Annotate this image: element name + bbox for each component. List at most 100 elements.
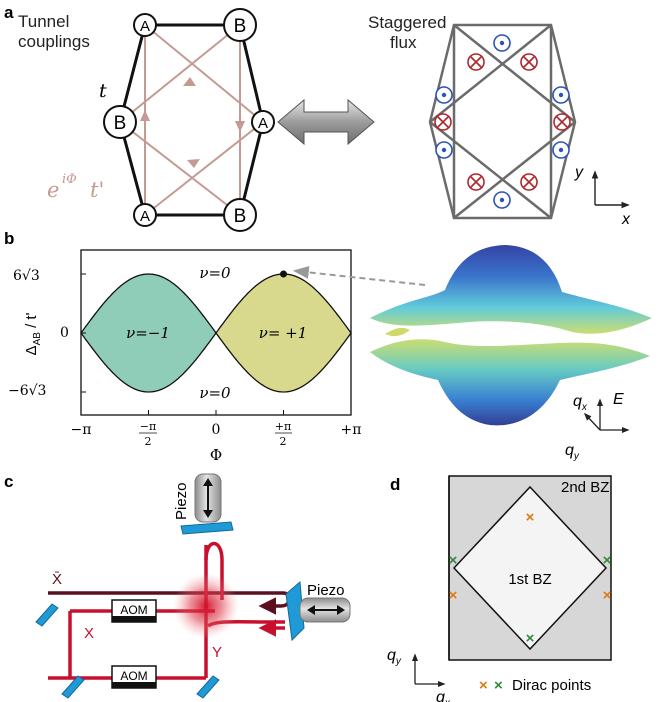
legend-text: Dirac points (512, 677, 591, 694)
double-arrow-icon (277, 98, 375, 146)
laser-beams (48, 541, 292, 680)
flux-title-line1: Staggered (368, 13, 446, 32)
dashed-pointer-arrow (292, 266, 426, 286)
site-b-left: B (103, 105, 137, 139)
aom-lower-label: AOM (120, 669, 147, 683)
axis-qx-label: qx (573, 393, 588, 413)
axis-E-label: E (613, 391, 624, 408)
site-label: A (258, 115, 268, 132)
ytick-mid: 0 (60, 325, 69, 341)
panel-a-label: a (4, 3, 14, 22)
flux-in-icon (467, 53, 485, 71)
flux-lattice (428, 23, 577, 220)
mirror-top (180, 521, 234, 535)
phase-diagram-chart (80, 249, 352, 416)
lattice-sites: A B B A A B (103, 8, 275, 232)
beam-x-label: X (84, 625, 94, 642)
y-axis-text: ΔAB / t' (23, 312, 43, 355)
dirac-point-orange: × (526, 509, 535, 526)
beam-xbar-return (258, 591, 292, 615)
piezo-right: Piezo (299, 582, 351, 623)
site-label: B (234, 16, 247, 37)
xtick-frac-den: 2 (145, 435, 152, 448)
beam-top-loop (204, 541, 224, 600)
aom-lower: AOM (111, 665, 157, 689)
panel-d: d 2nd BZ 1st BZ × × × × × × qy qx × × Di… (387, 475, 612, 702)
site-a-bottom-left: A (133, 203, 157, 227)
bz-axis-qx: qx (436, 689, 451, 702)
arrow-up-left-icon (140, 110, 150, 121)
xtick-label: +π (341, 422, 362, 438)
flux-out-icon (493, 191, 511, 209)
bz-axes: qy qx (387, 647, 451, 702)
mirror-bottom-right (196, 675, 220, 699)
xtick-label-frac: −π 2 (139, 420, 157, 448)
t-label: t (99, 80, 107, 102)
region-label-bottom: ν=0 (199, 384, 231, 402)
qx-sub: x (444, 698, 451, 702)
dirac-point-orange: × (603, 587, 612, 604)
flux-in-icon (520, 53, 538, 71)
bz-axis-qy: qy (387, 647, 402, 667)
site-b-bottom-right: B (223, 198, 257, 232)
tunnel-arrowheads (140, 77, 245, 168)
flux-out-icon (435, 86, 453, 104)
lower-band-surface (370, 339, 650, 426)
axis-y-label: y (574, 164, 584, 181)
qx-main: q (436, 689, 445, 702)
mirror-left-upper (35, 603, 59, 627)
panel-a: a Tunnel couplings t A (4, 3, 631, 232)
ytick-bottom: −6√3 (8, 383, 46, 399)
flux-title-line2: flux (390, 33, 417, 52)
region-label-right: ν= +1 (259, 324, 308, 342)
panel-d-label: d (390, 475, 400, 494)
dirac-point-green: × (449, 552, 458, 569)
qy-main: q (565, 442, 574, 459)
site-label: B (234, 206, 247, 227)
aom-base (112, 616, 156, 622)
atom-cloud-glow (173, 573, 239, 639)
beam-xbar-label: X̄ (52, 571, 62, 588)
axis-x-label: x (621, 211, 631, 228)
xtick-frac-num: −π (140, 420, 156, 433)
site-label: A (140, 18, 150, 35)
site-label: A (140, 208, 150, 225)
dirac-point-green: × (526, 630, 535, 647)
flux-in-icon (434, 113, 452, 131)
xtick-frac-num: +π (275, 420, 291, 433)
tunnel-title-line2: couplings (18, 32, 90, 51)
aom-upper: AOM (111, 599, 157, 623)
xtick-label: −π (71, 422, 92, 438)
marked-point (280, 270, 287, 278)
tick-marks (80, 273, 352, 415)
flux-out-icon (435, 141, 453, 159)
xy-axes: y x (574, 164, 631, 228)
region-label-top: ν=0 (199, 264, 231, 282)
tunnel-coupling-lines (119, 24, 264, 216)
flux-out-icon (552, 141, 570, 159)
panel-b: b 6√3 0 −6√3 ν=0 ν=0 ν=−1 ν= +1 −π −π 2 … (4, 229, 652, 464)
flux-out-icon (493, 34, 511, 52)
xtick-frac-den: 2 (280, 435, 287, 448)
panel-b-label: b (4, 229, 14, 248)
flux-in-icon (467, 173, 485, 191)
qx-main: q (573, 393, 582, 410)
arrow-down-icon (203, 510, 213, 518)
tunnel-title-line1: Tunnel (18, 12, 69, 31)
arrow-diag-icon (183, 77, 196, 86)
phase-tail: t' (90, 178, 104, 202)
bz1-label: 1st BZ (508, 571, 551, 588)
piezo-top-label: Piezo (173, 482, 190, 520)
ylabel-sub: AB (32, 332, 43, 346)
site-a-right: A (251, 110, 275, 134)
upper-band-surface (370, 245, 652, 334)
dirac-point-orange: × (449, 587, 458, 604)
region-label-left: ν=−1 (126, 324, 170, 342)
y-axis-label: ΔAB / t' (23, 312, 43, 355)
ytick-top: 6√3 (13, 268, 40, 284)
arrow-left-icon (307, 605, 315, 615)
aom-upper-label: AOM (120, 603, 147, 617)
flux-markers (434, 34, 571, 209)
panel-c-label: c (4, 472, 13, 491)
band-axes: E qx qy (565, 391, 630, 462)
